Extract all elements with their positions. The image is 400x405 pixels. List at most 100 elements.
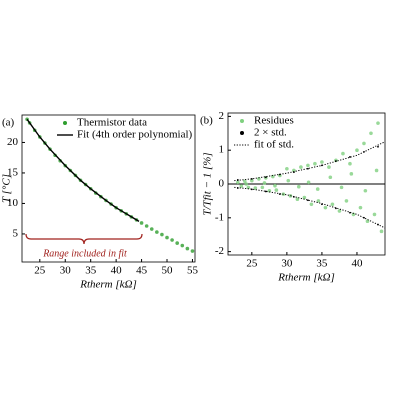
data-point [185,246,190,251]
x-tick-label: 35 [85,265,97,277]
annotation: Range included in fit [42,248,127,259]
data-point [362,141,366,146]
x-axis-label: Rtherm [kΩ] [277,272,335,284]
legend-label: Fit (4th order polynomial) [77,129,193,141]
y-axis-label: T [°C] [1,174,13,203]
data-point [295,197,300,202]
data-point [320,160,324,164]
y-tick-label: 20 [7,136,19,148]
data-point [299,165,303,169]
data-point [170,238,174,242]
x-tick-label: 50 [162,265,174,277]
data-point [341,151,345,156]
data-point [307,199,309,202]
data-point [175,241,179,245]
x-tick-label: 40 [111,265,123,277]
data-point [139,221,144,225]
y-tick-label: -2 [215,245,224,257]
legend-symbol [240,131,244,135]
data-point [376,121,380,125]
data-point [286,178,291,183]
legend-label: fit of std. [254,139,294,151]
data-point [351,212,356,217]
data-point [344,199,349,203]
legend-symbol [63,121,67,125]
data-point [302,195,307,200]
y-tick-label: 15 [7,166,19,178]
data-point [307,167,309,170]
x-tick-label: 40 [351,258,363,270]
x-tick-label: 25 [246,258,258,270]
x-tick-label: 30 [60,265,72,277]
legend-label: Thermistor data [77,117,147,129]
data-point [328,175,333,180]
data-point [253,186,258,190]
x-tick-label: 25 [34,265,46,277]
data-point [257,177,261,181]
data-point [306,180,311,185]
panel-label: (b) [200,115,213,127]
y-tick-label: 0 [219,178,225,190]
data-point [285,166,289,171]
data-point [339,185,344,190]
y-tick-label: 1 [219,144,225,156]
data-point [244,182,249,186]
data-point [274,188,279,192]
x-tick-label: 55 [187,265,199,277]
y-tick-label: 5 [13,227,19,239]
data-point [273,183,277,188]
data-point [165,235,169,240]
data-point [369,131,373,136]
data-point [377,145,379,148]
panel-label: (a) [2,117,15,129]
data-point [264,176,267,179]
data-point [243,179,247,184]
plot-frame [21,114,196,263]
legend-label: Residues [254,115,294,127]
y-tick-label: -1 [215,211,224,223]
y-tick-label: 10 [7,197,19,209]
data-point [323,205,328,210]
data-point [348,161,352,166]
data-point [316,199,321,203]
data-point [309,202,314,207]
data-point [246,185,251,190]
data-point [239,184,244,188]
y-tick-label: 2 [219,110,225,122]
data-point [306,163,310,168]
data-point [374,168,379,173]
data-point [349,172,354,176]
data-point [358,205,363,210]
data-point [327,165,331,169]
data-point [160,232,164,237]
x-tick-label: 45 [136,265,148,277]
x-axis-label: Rtherm [kΩ] [79,279,137,291]
data-point [379,229,384,234]
data-point [262,181,267,185]
data-point [349,156,351,158]
data-point [250,178,254,183]
data-point [149,227,154,231]
data-point [296,184,301,189]
brace [25,233,143,245]
series-line [234,141,386,229]
x-tick-label: 35 [316,258,328,270]
legend-label: 2 × std. [254,127,287,139]
data-point [260,185,265,190]
data-point [155,230,159,234]
data-point [236,180,240,185]
series-line [26,118,140,223]
data-point [313,161,317,166]
data-point [330,202,335,207]
data-point [372,212,377,217]
data-point [264,190,267,193]
data-point [180,243,185,248]
data-point [144,224,149,228]
data-point [315,187,320,191]
data-point [190,249,195,253]
data-point [363,188,368,193]
y-axis-label: T/Tfit − 1 [%] [202,152,214,215]
data-point [337,209,342,213]
